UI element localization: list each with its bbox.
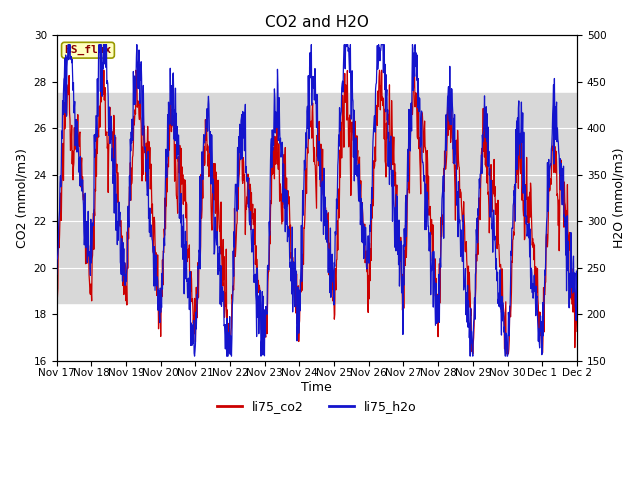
Bar (56, 94, 577, 303)
Y-axis label: H2O (mmol/m3): H2O (mmol/m3) (612, 148, 625, 248)
Y-axis label: CO2 (mmol/m3): CO2 (mmol/m3) (15, 148, 28, 248)
X-axis label: Time: Time (301, 381, 332, 394)
Text: HS_flux: HS_flux (65, 45, 111, 55)
Legend: li75_co2, li75_h2o: li75_co2, li75_h2o (212, 395, 421, 418)
Title: CO2 and H2O: CO2 and H2O (265, 15, 369, 30)
